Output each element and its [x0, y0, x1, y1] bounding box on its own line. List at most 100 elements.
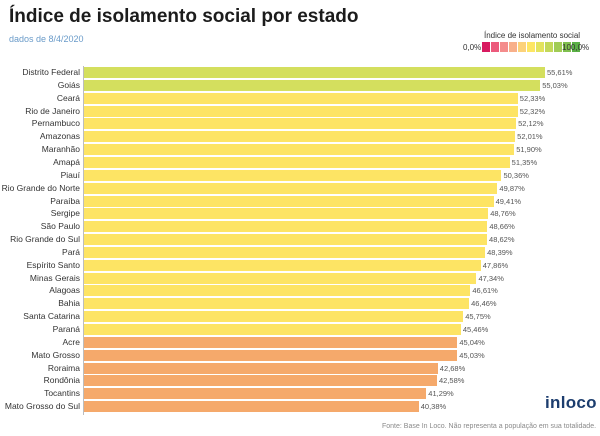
bar: [84, 195, 494, 207]
category-label: Mato Grosso: [31, 349, 80, 360]
bar: [84, 298, 470, 310]
bar-value-label: 42,68%: [439, 363, 466, 373]
category-label: Distrito Federal: [22, 67, 80, 77]
source-note: Fonte: Base In Loco. Não representa a po…: [382, 423, 597, 430]
bar: [84, 118, 517, 130]
category-label: Roraima: [47, 362, 80, 373]
bar-value-label: 46,46%: [471, 299, 497, 309]
legend-swatch: [491, 42, 499, 52]
bar-value-label: 55,61%: [547, 68, 573, 77]
legend-swatch: [545, 42, 553, 52]
category-label: Tocantins: [44, 388, 80, 399]
bar: [84, 234, 488, 246]
bar: [84, 324, 461, 335]
bar: [84, 221, 488, 233]
bar: [84, 144, 515, 156]
category-label: Amazonas: [39, 131, 80, 142]
bar: [84, 208, 489, 220]
category-label: Pernambuco: [31, 118, 80, 129]
category-label: Pará: [62, 246, 80, 257]
category-label: Piauí: [60, 169, 80, 180]
legend-title: Índice de isolamento social: [484, 31, 581, 40]
bar: [84, 311, 464, 323]
bar: [84, 67, 545, 78]
legend-swatch: [482, 42, 490, 52]
category-label: Acre: [62, 336, 80, 347]
legend-swatch: [572, 42, 580, 52]
y-axis-line: [83, 66, 84, 415]
legend-color-scale: [482, 42, 581, 52]
bar-value-label: 49,41%: [495, 196, 522, 206]
bar-value-label: 45,03%: [459, 350, 485, 360]
bar: [84, 92, 518, 104]
category-label: Goiás: [57, 79, 80, 90]
category-label: Bahia: [58, 298, 80, 309]
bar: [84, 246, 486, 258]
bar: [84, 336, 458, 348]
bar-value-label: 45,75%: [465, 312, 491, 322]
bar: [84, 169, 502, 181]
bar: [84, 105, 518, 117]
bar-value-label: 49,87%: [499, 183, 525, 193]
category-label: Maranhão: [41, 144, 80, 155]
bar-value-label: 52,33%: [519, 93, 546, 103]
legend-min-label: 0,0%: [463, 43, 482, 52]
category-label: Rio Grande do Sul: [10, 234, 80, 245]
bar: [84, 131, 516, 143]
legend-swatch: [518, 42, 526, 52]
bar-value-label: 48,62%: [489, 235, 515, 245]
bar: [84, 401, 419, 413]
category-label: Minas Gerais: [29, 272, 80, 283]
legend-swatch: [509, 42, 517, 52]
legend-max-label: 100,0%: [562, 43, 590, 52]
bar: [84, 182, 498, 194]
bar: [84, 285, 471, 297]
bar: [84, 375, 437, 387]
legend-swatch: [500, 42, 508, 52]
brand-logo: inloco: [545, 393, 597, 412]
legend-swatch: [536, 42, 544, 52]
legend-swatch: [554, 42, 562, 52]
bar: [84, 362, 438, 374]
category-label: Espírito Santo: [26, 259, 80, 270]
bar: [84, 272, 477, 284]
category-label: Mato Grosso do Sul: [4, 401, 80, 412]
category-label: Ceará: [56, 92, 80, 103]
bar-value-label: 45,04%: [459, 337, 485, 347]
category-label: Paraíba: [50, 195, 80, 206]
bar-value-label: 47,86%: [482, 260, 509, 270]
bar-value-label: 48,76%: [490, 209, 516, 219]
category-label: Rondônia: [43, 375, 80, 386]
chart-subtitle: dados de 8/4/2020: [9, 34, 84, 44]
bar-value-label: 51,90%: [516, 145, 542, 155]
bar-value-label: 55,03%: [542, 80, 568, 90]
bar-value-label: 52,12%: [518, 119, 544, 129]
bar-value-label: 45,46%: [462, 325, 489, 334]
category-label: Alagoas: [49, 285, 80, 296]
bar-value-label: 41,29%: [428, 389, 454, 399]
bar: [84, 259, 481, 271]
legend-swatch: [527, 42, 535, 52]
chart-title: Índice de isolamento social por estado: [9, 6, 359, 27]
bar-value-label: 48,66%: [489, 222, 515, 232]
category-label: São Paulo: [40, 221, 80, 232]
legend-swatch: [563, 42, 571, 52]
bar: [84, 79, 541, 91]
bar: [84, 156, 510, 168]
category-label: Amapá: [53, 156, 80, 167]
bar: [84, 349, 458, 361]
bar-value-label: 46,61%: [472, 286, 498, 296]
category-label: Sergipe: [50, 208, 80, 219]
bar-value-label: 40,38%: [420, 402, 447, 412]
bar-value-label: 51,35%: [511, 157, 538, 167]
bar-value-label: 52,01%: [517, 132, 543, 142]
bar-value-label: 48,39%: [487, 247, 513, 257]
bar-value-label: 42,58%: [438, 376, 465, 386]
category-label: Paraná: [52, 324, 80, 334]
category-label: Rio Grande do Norte: [1, 182, 80, 193]
bar: [84, 388, 427, 400]
bar-value-label: 47,34%: [478, 273, 504, 283]
bar-value-label: 52,32%: [519, 106, 546, 116]
category-label: Rio de Janeiro: [25, 105, 80, 116]
